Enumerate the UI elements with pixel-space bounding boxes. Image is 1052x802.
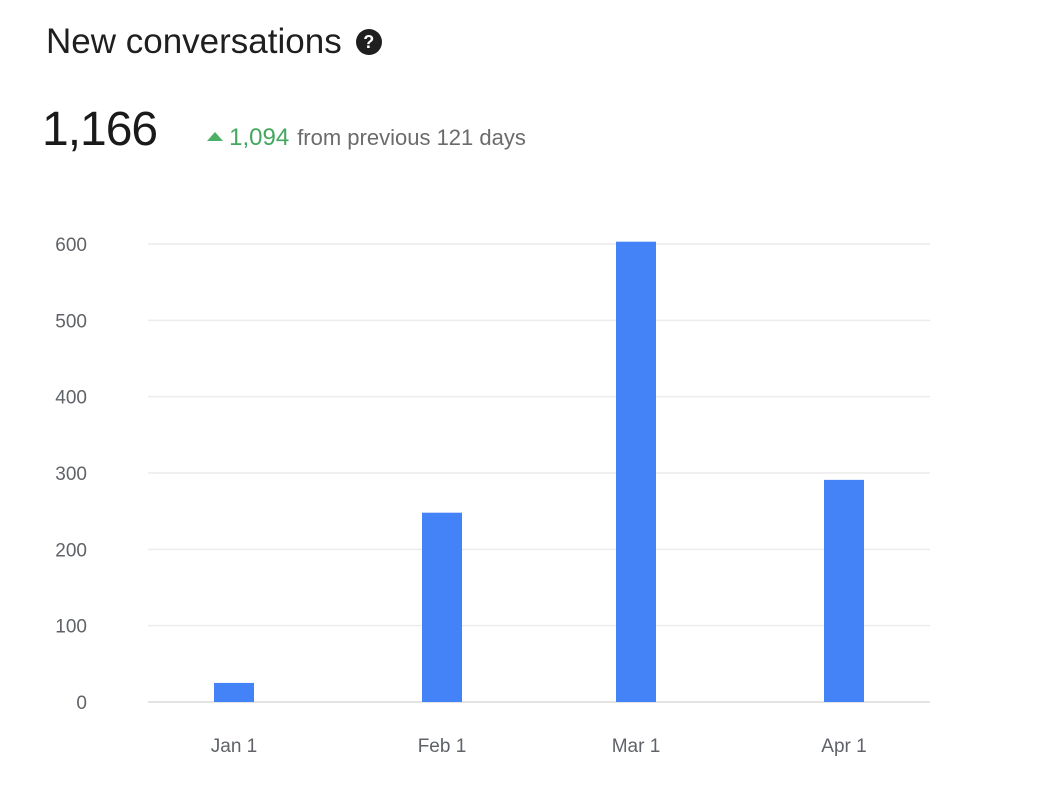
x-tick-label-1: Jan 1 (211, 736, 257, 757)
triangle-up-icon (207, 132, 224, 141)
kpi-value: 1,166 (42, 103, 158, 156)
x-tick-label-2: Feb 1 (418, 736, 467, 757)
chart-header: New conversations ? (46, 18, 382, 66)
x-tick-label-4: Apr 1 (821, 736, 866, 757)
kpi-delta-value: 1,094 (229, 124, 290, 151)
y-tick-label-300: 300 (55, 464, 87, 485)
kpi-delta-text: from previous 121 days (297, 125, 526, 150)
bar-4 (824, 479, 864, 702)
kpi-delta: 1,094 from previous 121 days (207, 124, 526, 152)
bar-2 (422, 512, 462, 702)
y-tick-label-600: 600 (55, 235, 87, 256)
y-tick-label-200: 200 (55, 540, 87, 561)
y-tick-label-500: 500 (55, 311, 87, 332)
bar-3 (616, 241, 656, 702)
y-tick-label-0: 0 (76, 693, 87, 714)
y-tick-label-400: 400 (55, 388, 87, 409)
question-circle-icon[interactable]: ? (355, 29, 382, 55)
x-tick-label-3: Mar 1 (612, 736, 661, 757)
kpi-row: 1,166 1,094 from previous 121 days (42, 100, 526, 160)
bar-1 (214, 682, 254, 702)
chart-title: New conversations (46, 22, 342, 61)
y-tick-label-100: 100 (55, 617, 87, 638)
